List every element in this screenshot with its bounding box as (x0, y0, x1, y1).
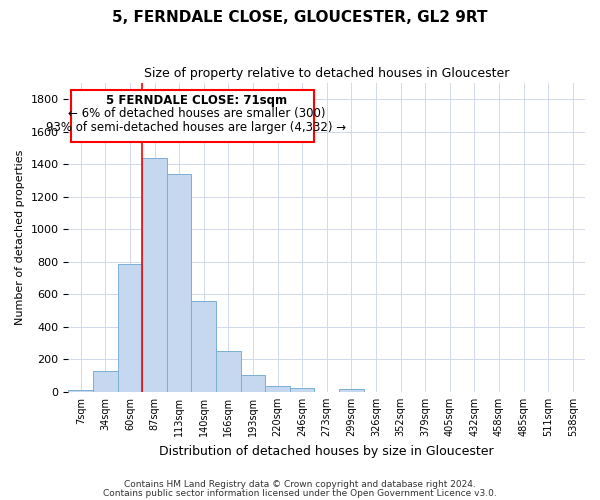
Text: 5, FERNDALE CLOSE, GLOUCESTER, GL2 9RT: 5, FERNDALE CLOSE, GLOUCESTER, GL2 9RT (112, 10, 488, 25)
Text: 93% of semi-detached houses are larger (4,332) →: 93% of semi-detached houses are larger (… (46, 122, 346, 134)
Bar (68, 390, 93, 392)
Bar (93, 371, 118, 392)
FancyBboxPatch shape (71, 90, 314, 142)
Bar (216, 352, 241, 392)
Bar (241, 375, 265, 392)
Bar (191, 301, 216, 392)
X-axis label: Distribution of detached houses by size in Gloucester: Distribution of detached houses by size … (160, 444, 494, 458)
Bar (167, 174, 191, 392)
Title: Size of property relative to detached houses in Gloucester: Size of property relative to detached ho… (144, 68, 509, 80)
Text: 5 FERNDALE CLOSE: 71sqm: 5 FERNDALE CLOSE: 71sqm (106, 94, 287, 108)
Bar (265, 386, 290, 392)
Text: Contains HM Land Registry data © Crown copyright and database right 2024.: Contains HM Land Registry data © Crown c… (124, 480, 476, 489)
Text: ← 6% of detached houses are smaller (300): ← 6% of detached houses are smaller (300… (68, 108, 325, 120)
Bar (339, 388, 364, 392)
Bar (290, 388, 314, 392)
Y-axis label: Number of detached properties: Number of detached properties (15, 150, 25, 325)
Bar (118, 264, 142, 392)
Text: Contains public sector information licensed under the Open Government Licence v3: Contains public sector information licen… (103, 489, 497, 498)
Bar (142, 158, 167, 392)
